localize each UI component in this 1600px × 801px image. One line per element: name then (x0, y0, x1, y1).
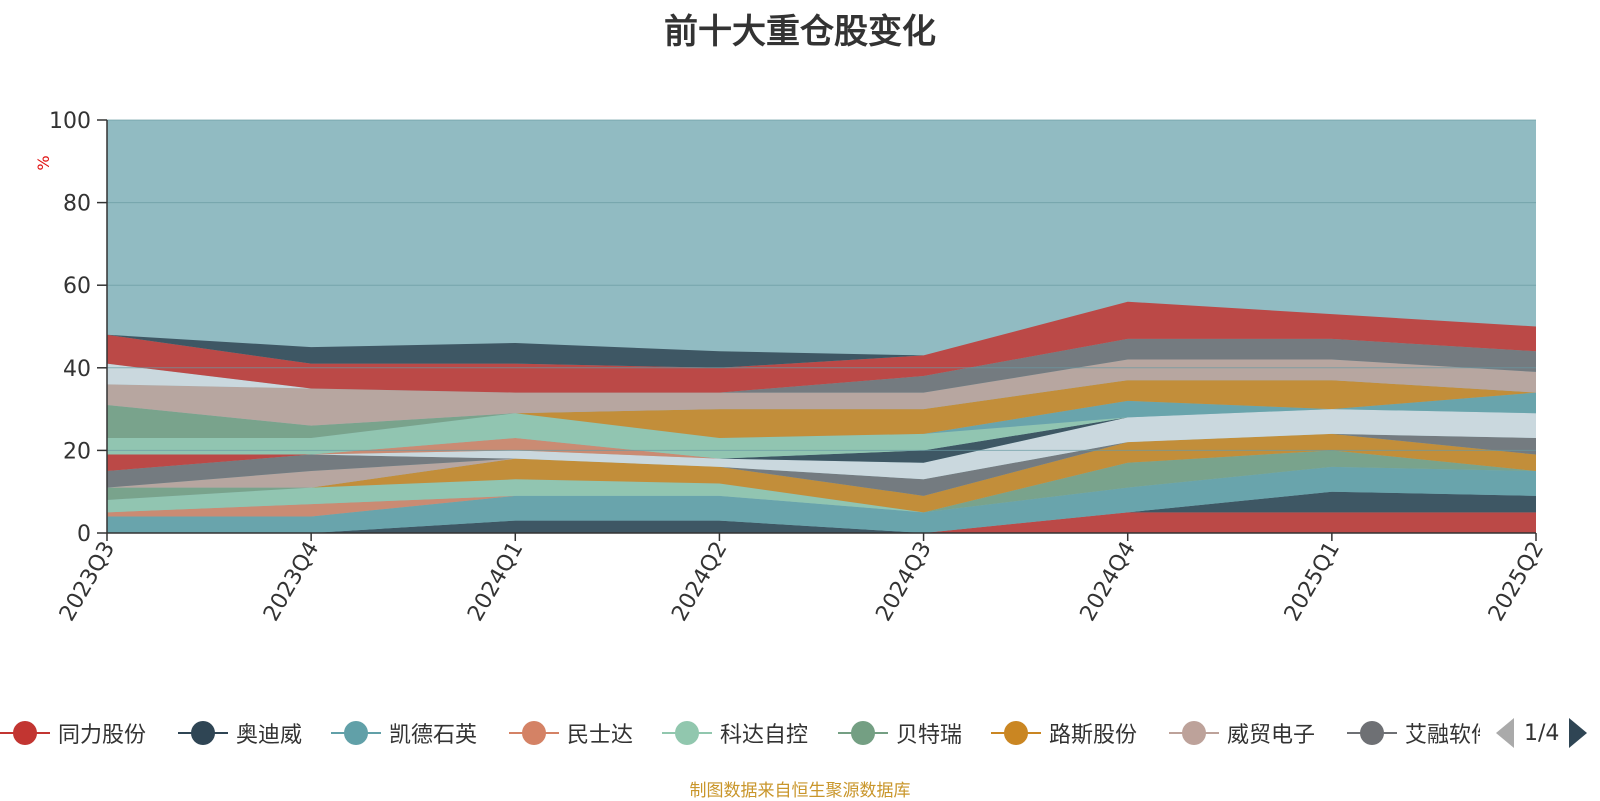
legend-marker-icon (1347, 716, 1397, 750)
area-series-20 (107, 301, 1536, 393)
legend-item[interactable]: 奥迪威 (178, 716, 302, 750)
stacked-area-chart: 0 20 40 60 80 100 2023Q3 2023Q4 2024Q1 2024Q2 2024… (34, 109, 1549, 626)
legend-item-label: 凯德石英 (389, 723, 478, 748)
x-tick-label: 2025Q1 (1280, 538, 1345, 626)
legend-item-label: 同力股份 (58, 723, 147, 748)
legend-prev-page-button[interactable] (1496, 718, 1514, 748)
legend-marker-icon (662, 716, 712, 750)
area-series-13 (107, 409, 1536, 459)
legend-marker-icon (1169, 716, 1219, 750)
legend-item[interactable]: 凯德石英 (331, 716, 477, 750)
x-tick-label: 2024Q2 (667, 538, 732, 626)
legend-item[interactable]: 民士达 (509, 716, 633, 750)
legend-item-label: 科达自控 (720, 723, 809, 748)
x-tick-label: 2024Q1 (463, 538, 528, 626)
y-tick-label: 0 (77, 522, 91, 547)
legend-marker-icon (991, 716, 1041, 750)
legend-item-label: 艾融软件 (1405, 723, 1480, 748)
area-series-10 (107, 409, 1536, 480)
x-tick-label: 2023Q3 (55, 538, 120, 626)
legend-item[interactable]: 威贸电子 (1169, 716, 1315, 750)
y-tick-label: 100 (49, 109, 91, 134)
legend-page-indicator: 1/4 (1524, 720, 1560, 746)
legend-item-label: 贝特瑞 (896, 723, 963, 748)
chart-title: 前十大重仓股变化 (664, 12, 936, 52)
legend-marker-icon (509, 716, 559, 750)
y-tick-label: 80 (63, 192, 91, 217)
area-series-4 (107, 466, 1536, 513)
area-series-2 (107, 466, 1536, 533)
data-source-note: 制图数据来自恒生聚源数据库 (689, 781, 911, 801)
legend-marker-icon (331, 716, 381, 750)
area-series-8 (107, 433, 1536, 496)
area-series-21 (107, 301, 1536, 368)
legend-pager: 1/4 (1496, 716, 1588, 750)
area-series-1 (107, 491, 1536, 533)
x-tick-label: 2025Q2 (1484, 538, 1549, 626)
y-tick-label: 20 (63, 439, 91, 464)
legend-item-label: 威贸电子 (1227, 723, 1316, 748)
legend-marker-icon (838, 716, 888, 750)
area-series-14 (107, 392, 1536, 439)
legend-item[interactable]: 科达自控 (662, 716, 808, 750)
area-series-12 (107, 409, 1536, 459)
legend-item-label: 民士达 (567, 723, 634, 748)
legend-item[interactable]: 贝特瑞 (838, 716, 962, 750)
area-series-15 (107, 392, 1536, 439)
legend-item-label: 路斯股份 (1049, 723, 1138, 748)
area-series-19 (107, 338, 1536, 393)
legend-item-label: 奥迪威 (236, 723, 303, 748)
legend-item[interactable]: 同力股份 (0, 716, 146, 750)
legend-marker-icon (0, 716, 50, 750)
area-series-0 (107, 512, 1536, 533)
y-tick-label: 60 (63, 274, 91, 299)
y-axis-unit-label: % (34, 155, 53, 170)
area-series-17 (107, 359, 1536, 426)
area-series-3 (107, 466, 1536, 517)
legend: 同力股份 奥迪威 凯德石英 民士达 科达自控 贝特瑞 路斯股份 威贸电子 艾融软件 (0, 716, 1480, 750)
legend-item[interactable]: 艾融软件 (1347, 716, 1480, 750)
x-tick-label: 2023Q4 (259, 538, 324, 626)
legend-next-page-button[interactable] (1569, 718, 1588, 748)
x-tick-label: 2024Q3 (871, 538, 936, 626)
y-tick-label: 40 (63, 357, 91, 382)
grid-layer (107, 119, 1536, 451)
x-tick-label: 2024Q4 (1076, 538, 1141, 626)
area-series-5 (107, 450, 1536, 513)
legend-marker-icon (178, 716, 228, 750)
area-series-6 (107, 433, 1536, 513)
legend-item[interactable]: 路斯股份 (991, 716, 1137, 750)
area-series-layer (107, 301, 1536, 533)
